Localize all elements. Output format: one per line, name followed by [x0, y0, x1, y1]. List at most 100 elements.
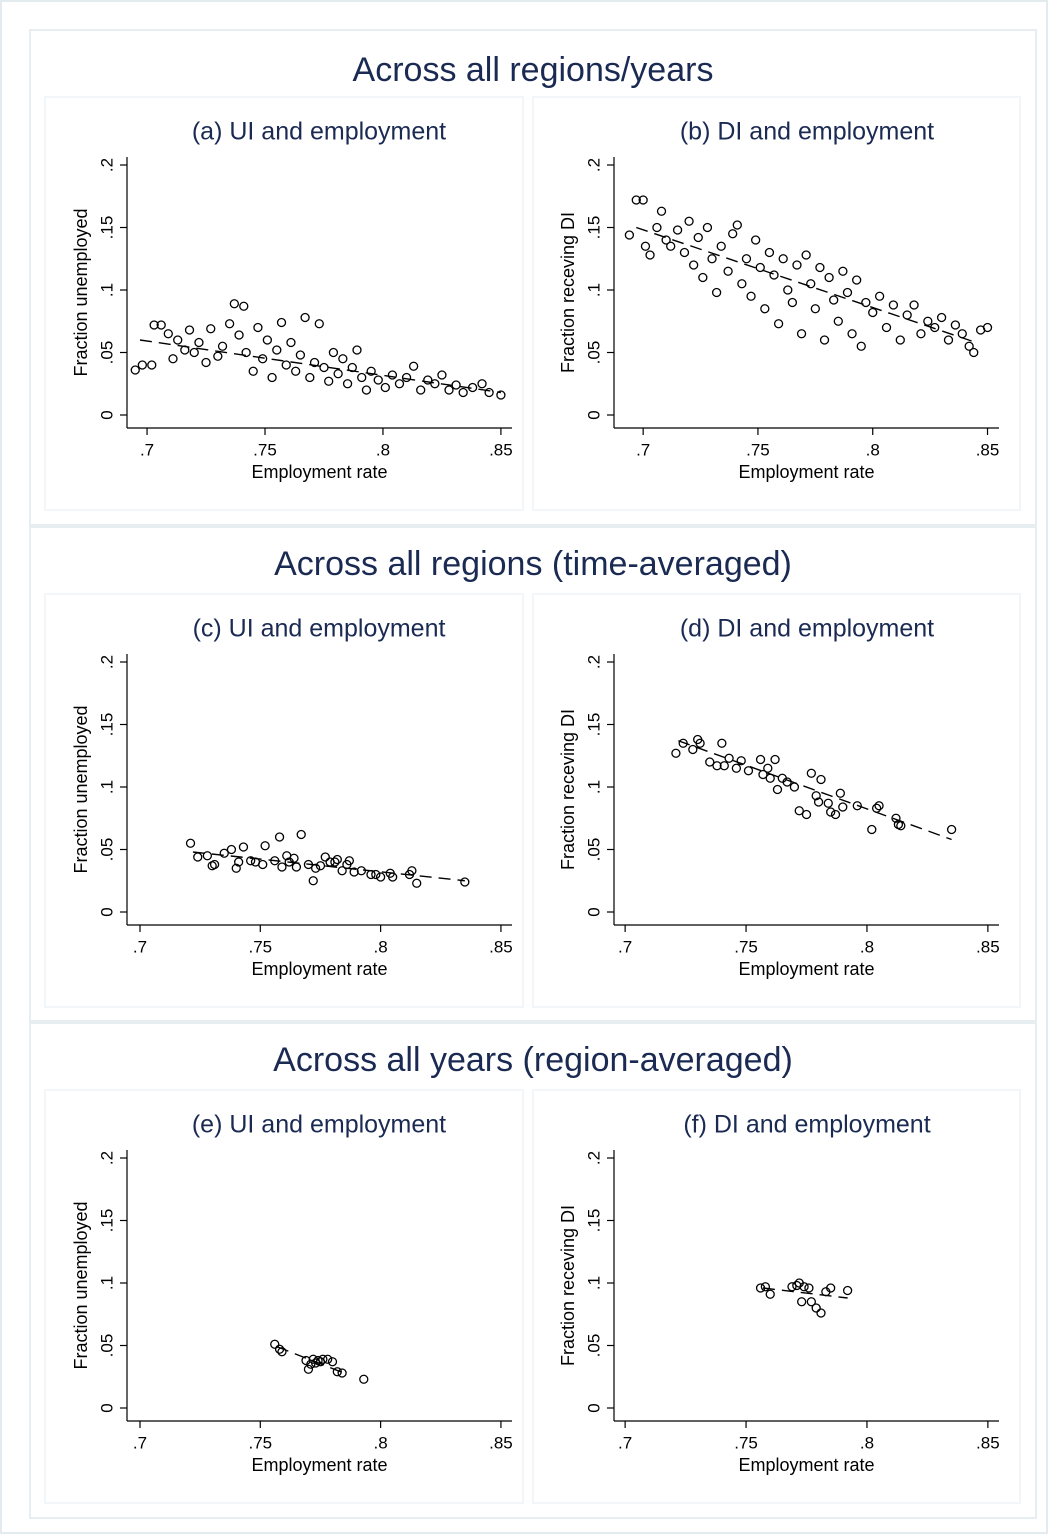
point	[239, 301, 249, 311]
y-axis-label: Fraction unemployed	[71, 705, 91, 873]
point	[916, 329, 926, 339]
point	[219, 848, 229, 858]
point	[778, 254, 788, 264]
point	[274, 832, 285, 842]
point	[852, 801, 862, 811]
x-axis-label: Employment rate	[251, 1455, 387, 1475]
point	[267, 372, 277, 383]
point	[723, 266, 733, 276]
y-tick-label: .15	[584, 1209, 603, 1233]
x-tick-label: .7	[618, 937, 632, 956]
point	[352, 345, 362, 355]
point	[184, 325, 195, 335]
point	[652, 222, 662, 233]
point	[306, 1359, 316, 1369]
point	[357, 372, 367, 383]
x-tick-label: .8	[860, 937, 874, 956]
point	[770, 754, 780, 765]
fit-line	[139, 339, 502, 394]
x-tick-label: .7	[636, 440, 650, 459]
x-tick-label: .85	[976, 937, 1000, 956]
point	[982, 322, 993, 333]
point	[168, 354, 178, 364]
point	[719, 761, 729, 771]
y-tick-label: .15	[97, 1209, 116, 1233]
point	[437, 370, 447, 380]
panel-title: (a) UI and employment	[192, 118, 446, 146]
point	[233, 857, 244, 867]
point	[638, 195, 648, 205]
point	[728, 229, 738, 239]
point	[163, 329, 173, 339]
point	[909, 300, 919, 310]
point	[156, 320, 166, 330]
point	[270, 1339, 280, 1349]
x-tick-label: .8	[866, 440, 880, 459]
section-box	[29, 1022, 1037, 1519]
point	[366, 366, 376, 376]
point	[792, 260, 802, 270]
point	[838, 802, 848, 812]
y-tick-label: .1	[97, 283, 116, 297]
point	[760, 304, 770, 314]
point	[359, 1374, 369, 1384]
point	[185, 838, 196, 848]
point	[755, 262, 765, 273]
point	[246, 856, 256, 866]
point	[801, 250, 811, 260]
y-tick-label: 0	[584, 410, 603, 419]
point	[936, 312, 947, 323]
point	[712, 761, 722, 771]
point	[895, 335, 905, 345]
point	[645, 250, 655, 260]
point	[320, 852, 330, 862]
point	[838, 266, 848, 276]
x-tick-label: .85	[489, 937, 513, 956]
point	[826, 1283, 836, 1293]
point	[458, 387, 468, 398]
panel-title: (f) DI and employment	[683, 1111, 930, 1139]
point	[234, 330, 244, 340]
point	[226, 844, 237, 855]
x-tick-label: .8	[374, 937, 388, 956]
y-tick-label: 0	[97, 410, 116, 419]
point	[842, 287, 853, 298]
y-tick-label: .15	[584, 216, 603, 240]
point	[732, 220, 742, 230]
point	[394, 379, 405, 389]
point	[194, 337, 204, 348]
point	[810, 304, 820, 314]
point	[241, 347, 251, 358]
point	[826, 807, 836, 817]
point	[868, 307, 878, 318]
y-tick-label: .2	[584, 1151, 603, 1165]
y-tick-label: 0	[584, 907, 603, 916]
point	[950, 320, 961, 330]
y-axis-label: Fraction receving DI	[558, 212, 578, 373]
point	[624, 230, 635, 240]
point	[705, 757, 715, 767]
y-tick-label: .05	[584, 1334, 603, 1358]
point	[672, 225, 683, 235]
point	[224, 319, 235, 329]
point	[375, 872, 386, 882]
point	[262, 335, 273, 345]
x-tick-label: .7	[618, 1433, 632, 1452]
point	[496, 390, 506, 400]
point	[423, 375, 433, 385]
x-tick-label: .75	[248, 937, 272, 956]
point	[806, 768, 816, 778]
point	[891, 813, 901, 823]
point	[217, 341, 228, 351]
point	[806, 279, 816, 289]
point	[811, 791, 821, 801]
point	[881, 322, 892, 333]
point	[661, 235, 671, 245]
point	[852, 275, 862, 285]
y-tick-label: .05	[584, 341, 603, 365]
point	[946, 824, 957, 835]
y-tick-label: .2	[97, 655, 116, 669]
point	[688, 744, 698, 755]
point	[213, 351, 223, 361]
x-tick-label: .75	[253, 440, 277, 459]
